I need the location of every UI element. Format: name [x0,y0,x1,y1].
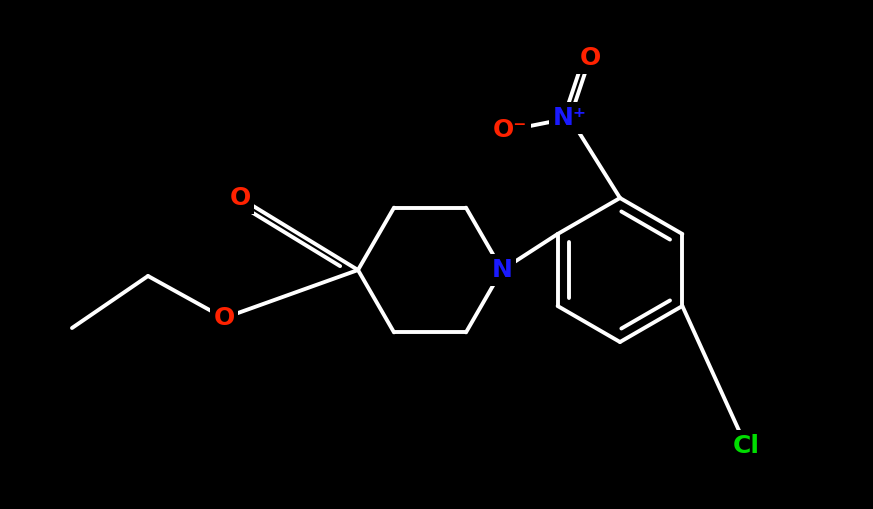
Text: O: O [230,186,251,210]
Text: O: O [580,46,601,70]
Text: Cl: Cl [732,434,760,458]
Text: N⁺: N⁺ [553,106,587,130]
Text: O: O [213,306,235,330]
Text: N: N [491,258,512,282]
Text: O⁻: O⁻ [493,118,527,142]
